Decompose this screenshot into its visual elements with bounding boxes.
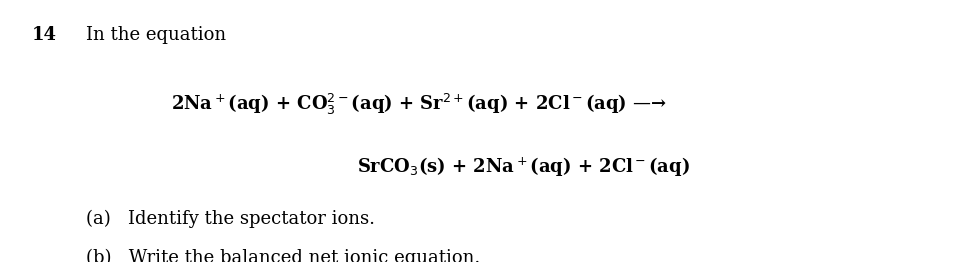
Text: (b)   Write the balanced net ionic equation.: (b) Write the balanced net ionic equatio…	[86, 249, 480, 262]
Text: SrCO$_3$(s) + 2Na$^+$(aq) + 2Cl$^-$(aq): SrCO$_3$(s) + 2Na$^+$(aq) + 2Cl$^-$(aq)	[357, 155, 689, 178]
Text: 2Na$^+$(aq) + CO$_3^{2-}$(aq) + Sr$^{2+}$(aq) + 2Cl$^-$(aq) —→: 2Na$^+$(aq) + CO$_3^{2-}$(aq) + Sr$^{2+}…	[171, 92, 667, 117]
Text: In the equation: In the equation	[86, 26, 226, 44]
Text: (a)   Identify the spectator ions.: (a) Identify the spectator ions.	[86, 210, 375, 228]
Text: 14: 14	[31, 26, 57, 44]
